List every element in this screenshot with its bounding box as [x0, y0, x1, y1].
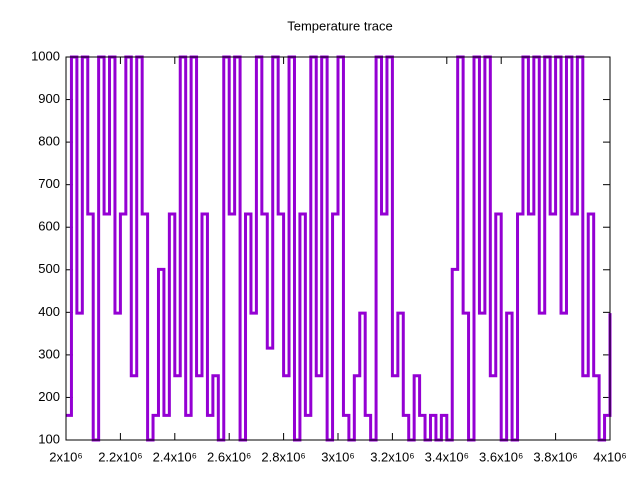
y-tick-label: 200 — [38, 389, 60, 404]
y-tick-label: 400 — [38, 304, 60, 319]
x-tick-label: 2.4x10⁶ — [153, 449, 197, 464]
y-tick-label: 700 — [38, 176, 60, 191]
y-tick-label: 500 — [38, 261, 60, 276]
y-tick-label: 800 — [38, 134, 60, 149]
x-tick-label: 2.8x10⁶ — [261, 449, 305, 464]
plot-border — [65, 56, 611, 441]
x-tick-label: 4x10⁶ — [593, 449, 627, 464]
x-tick-label: 2.6x10⁶ — [207, 449, 251, 464]
x-tick-label: 2.2x10⁶ — [98, 449, 142, 464]
y-tick-label: 100 — [38, 431, 60, 446]
x-tick-label: 2x10⁶ — [49, 449, 83, 464]
chart-title: Temperature trace — [287, 18, 393, 33]
x-tick-label: 3.8x10⁶ — [533, 449, 577, 464]
y-tick-label: 600 — [38, 219, 60, 234]
y-tick-label: 1000 — [31, 48, 60, 63]
trace-line — [66, 55, 612, 442]
x-tick-label: 3.4x10⁶ — [425, 449, 469, 464]
x-tick-label: 3x10⁶ — [321, 449, 355, 464]
x-tick-label: 3.2x10⁶ — [370, 449, 414, 464]
y-tick-label: 900 — [38, 91, 60, 106]
x-tick-label: 3.6x10⁶ — [479, 449, 523, 464]
y-tick-label: 300 — [38, 346, 60, 361]
